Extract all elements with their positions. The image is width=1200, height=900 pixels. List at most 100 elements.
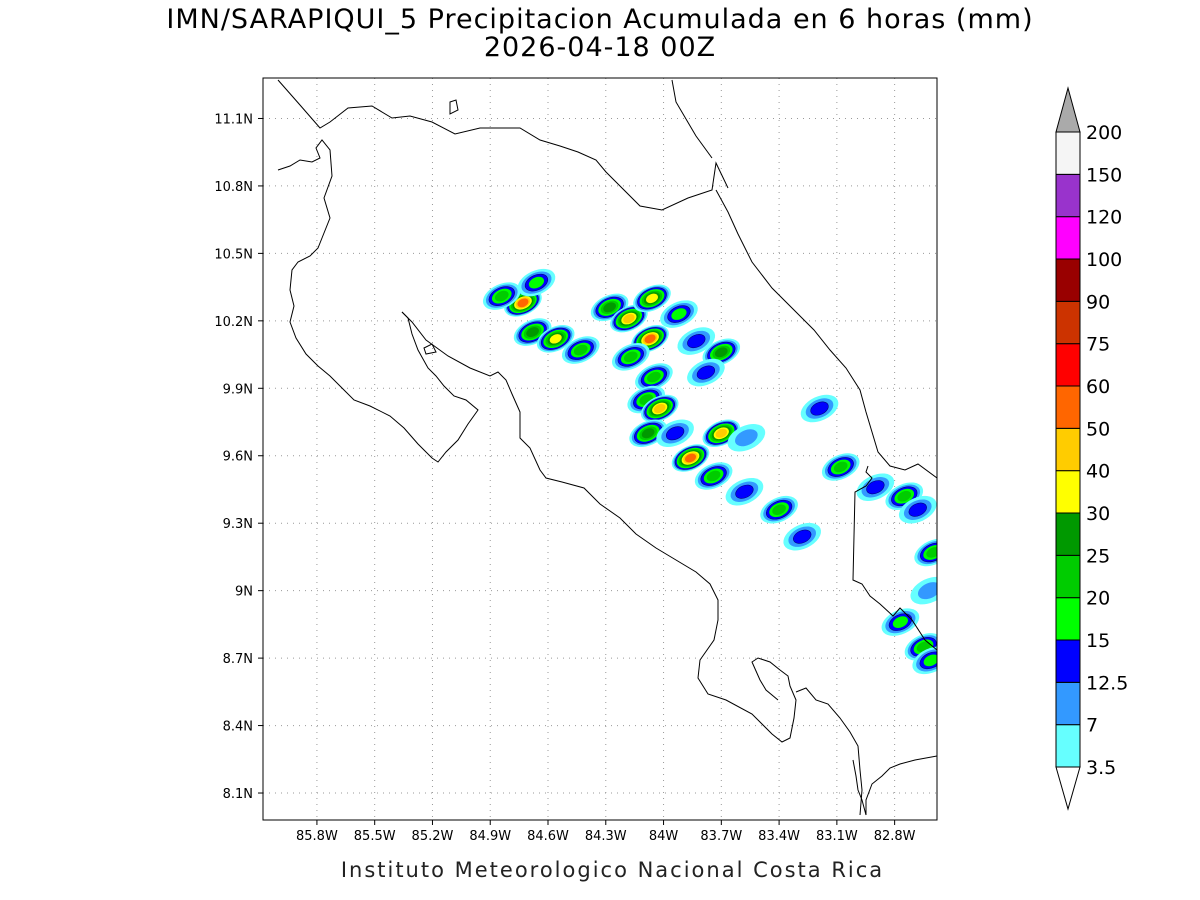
- colorbar-swatch: [1055, 681, 1081, 726]
- precip-contour: [714, 347, 728, 358]
- colorbar-legend: 3.5 7 12.5 15 20 25 30 40 50 60 75 90 100 120 150 200: [1055, 86, 1128, 811]
- x-tick-label: 84W: [649, 829, 679, 844]
- footer-institution: Instituto Meteorologico Nacional Costa R…: [340, 858, 885, 882]
- colorbar-swatch: [1055, 131, 1081, 175]
- precip-contour: [735, 484, 754, 499]
- colorbar-level-label: 7: [1086, 715, 1098, 737]
- precip-cell: [677, 327, 716, 355]
- precip-cell: [536, 325, 575, 353]
- precip-contour: [549, 334, 562, 344]
- precip-cell: [760, 495, 798, 524]
- precip-cell: [687, 358, 725, 387]
- precip-contour: [641, 428, 655, 439]
- colorbar-level-label: 30: [1086, 503, 1110, 525]
- colorbar-swatch: [1055, 173, 1081, 218]
- precip-contour: [923, 654, 937, 667]
- x-tick-label: 83.4W: [758, 829, 800, 844]
- colorbar-level-label: 150: [1086, 164, 1122, 186]
- precip-cell: [610, 304, 648, 333]
- precip-cell: [725, 477, 764, 506]
- precip-contour: [623, 351, 638, 363]
- precip-contour: [685, 453, 697, 463]
- x-tick-label: 84.9W: [469, 829, 511, 844]
- map-gridlines: [263, 78, 937, 820]
- map-frame: [262, 77, 938, 821]
- colorbar-swatch: [1055, 470, 1081, 514]
- precip-contour: [897, 490, 912, 502]
- precip-contour: [517, 298, 529, 308]
- y-tick-label: 9.9N: [223, 382, 253, 397]
- precip-cell: [914, 538, 937, 567]
- precip-cell: [633, 284, 671, 313]
- precip-cell: [694, 462, 733, 490]
- y-tick-label: 10.2N: [214, 315, 253, 330]
- colorbar-swatch: [1055, 300, 1081, 345]
- precip-contour: [833, 461, 848, 473]
- colorbar-swatch: [1055, 597, 1081, 641]
- precip-contour: [735, 429, 758, 447]
- precip-contour: [908, 502, 927, 517]
- precip-contour: [573, 344, 588, 356]
- colorbar-level-label: 12.5: [1086, 672, 1128, 694]
- precip-cell: [611, 343, 650, 371]
- y-tick-label: 10.8N: [214, 180, 253, 195]
- precip-contour: [644, 334, 656, 344]
- precip-cell: [702, 338, 741, 367]
- colorbar-level-label: 200: [1086, 122, 1122, 144]
- precip-cell: [800, 394, 839, 423]
- x-tick-label: 85.8W: [296, 829, 338, 844]
- y-tick-label: 9N: [235, 585, 253, 600]
- precip-contour: [866, 480, 885, 495]
- precip-contour: [623, 314, 635, 324]
- x-tick-label: 84.6W: [527, 829, 569, 844]
- precip-contour: [687, 334, 706, 349]
- x-tick-label: 85.2W: [412, 829, 454, 844]
- precip-cell: [629, 419, 667, 448]
- colorbar-under-triangle: [1055, 766, 1081, 811]
- map-subtitle-datetime: 2026-04-18 00Z: [483, 32, 717, 63]
- colorbar-level-label: 120: [1086, 207, 1122, 229]
- precip-cell: [910, 576, 937, 605]
- colorbar-swatch: [1055, 512, 1081, 556]
- x-tick-label: 83.1W: [816, 829, 858, 844]
- precip-contour: [494, 290, 509, 302]
- x-tick-label: 83.7W: [700, 829, 742, 844]
- precip-contour: [917, 582, 937, 600]
- colorbar-level-label: 60: [1086, 376, 1110, 398]
- precip-contour: [647, 371, 661, 383]
- y-tick-label: 8.1N: [223, 787, 253, 802]
- precip-contour: [772, 504, 786, 516]
- coastline-borders: [277, 79, 937, 816]
- precip-cell: [671, 444, 710, 472]
- colorbar-level-label: 50: [1086, 418, 1110, 440]
- precip-cell: [517, 268, 556, 297]
- precip-contour: [665, 426, 685, 441]
- precip-cell: [635, 363, 673, 391]
- y-tick-label: 11.1N: [214, 112, 253, 127]
- precip-cell: [783, 522, 822, 551]
- colorbar-level-label: 100: [1086, 249, 1122, 271]
- precip-contour: [793, 529, 812, 544]
- precip-contour: [671, 308, 687, 320]
- colorbar-level-label: 15: [1086, 630, 1110, 652]
- x-tick-label: 84.3W: [585, 829, 627, 844]
- precip-cell: [727, 423, 766, 452]
- colorbar-swatch: [1055, 216, 1081, 260]
- y-tick-label: 9.3N: [223, 517, 253, 532]
- y-tick-label: 9.6N: [223, 450, 253, 465]
- precip-contour: [653, 404, 666, 414]
- precip-contour: [715, 428, 728, 438]
- precip-cell: [821, 453, 860, 481]
- precip-contour: [810, 401, 829, 416]
- latitude-axis: 11.1N 10.8N 10.5N 10.2N 9.9N 9.6N 9.3N 9N 8.7N 8.…: [214, 112, 263, 802]
- precip-cell: [482, 282, 521, 310]
- colorbar-level-label: 20: [1086, 588, 1110, 610]
- precip-contour: [706, 470, 721, 482]
- colorbar-swatch: [1055, 385, 1081, 429]
- colorbar-level-label: 90: [1086, 291, 1110, 313]
- colorbar-level-label: 75: [1086, 334, 1110, 356]
- precip-cell: [656, 419, 694, 448]
- precip-contour: [526, 327, 539, 338]
- colorbar-swatch: [1055, 427, 1081, 472]
